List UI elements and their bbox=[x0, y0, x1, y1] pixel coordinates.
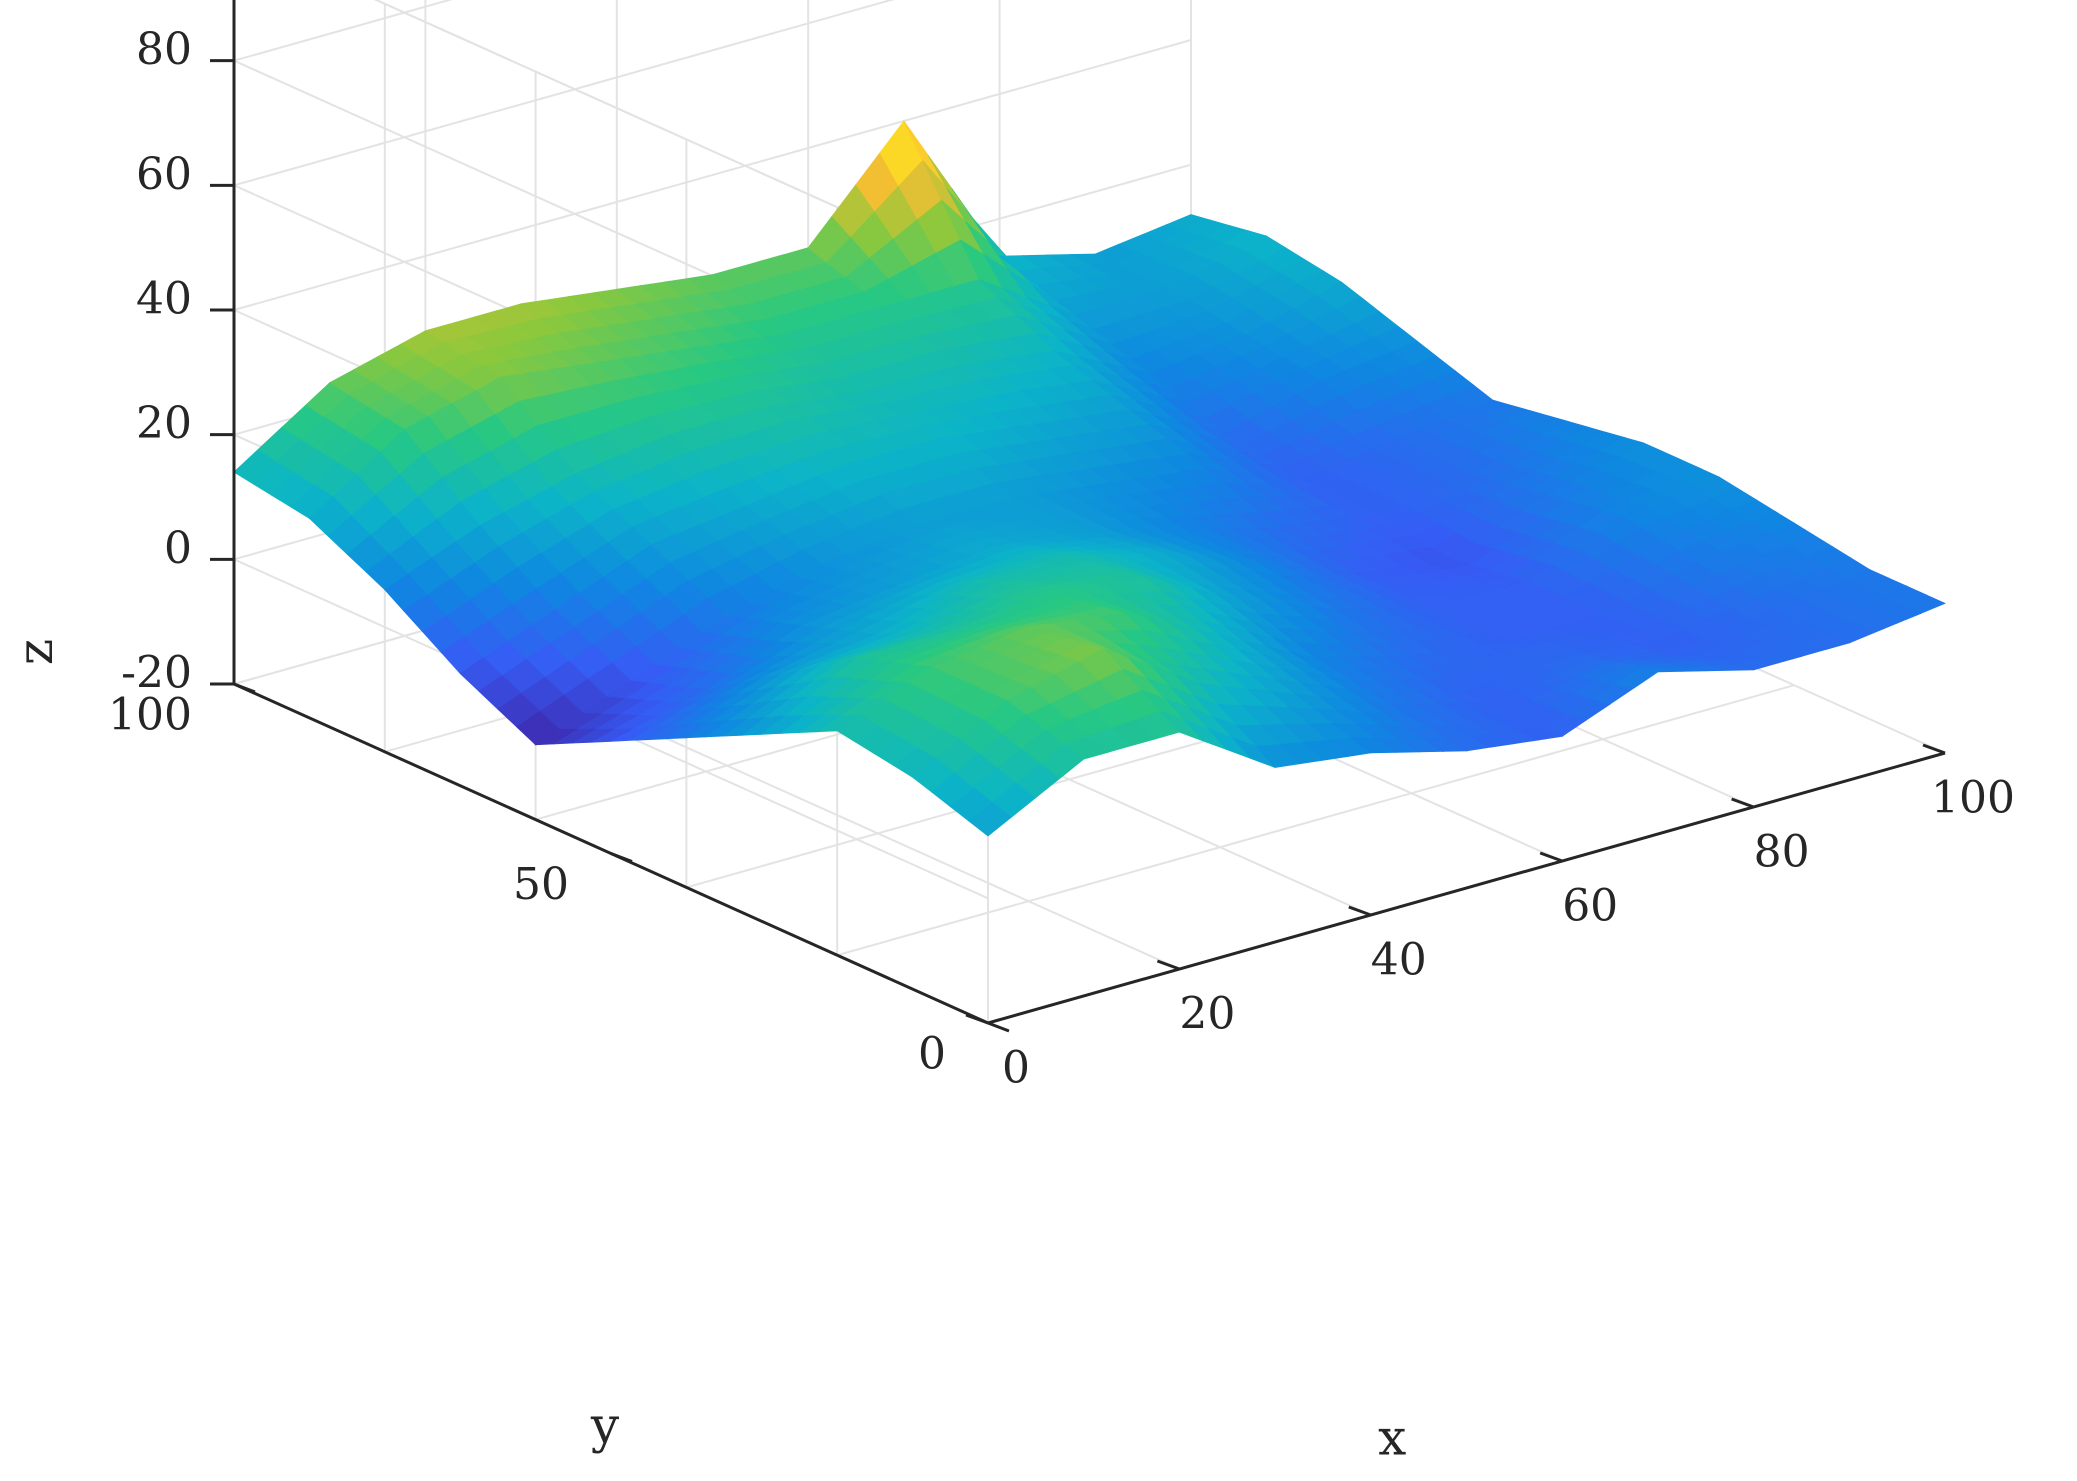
x-tick-label: 0 bbox=[1002, 1043, 1030, 1094]
x-tick bbox=[1156, 959, 1180, 971]
x-tick-label: 100 bbox=[1931, 773, 2015, 824]
surface-patch bbox=[1901, 594, 1947, 614]
z-axis-label: z bbox=[6, 639, 64, 665]
z-tick-label: 80 bbox=[136, 24, 192, 75]
grid-line-z bbox=[233, 0, 453, 62]
x-tick-label: 20 bbox=[1179, 989, 1235, 1040]
x-tick bbox=[1922, 743, 1946, 755]
z-tick-label: 40 bbox=[136, 274, 192, 325]
x-axis-label: x bbox=[1378, 1409, 1406, 1467]
z-tick-label: 20 bbox=[136, 398, 192, 449]
surface bbox=[233, 120, 1947, 837]
y-tick-label: 50 bbox=[513, 859, 569, 910]
grid-line-y bbox=[836, 684, 1795, 957]
y-axis-label: y bbox=[590, 1397, 620, 1455]
x-tick bbox=[1348, 905, 1372, 917]
x-tick-label: 40 bbox=[1371, 935, 1427, 986]
x-axis-line bbox=[987, 751, 1946, 1025]
x-tick-label: 60 bbox=[1562, 881, 1618, 932]
grid-line-z bbox=[233, 0, 895, 187]
x-tick bbox=[1731, 797, 1755, 809]
y-tick bbox=[233, 682, 256, 694]
tick-labels: -20020406080100050100020406080100 bbox=[108, 24, 2015, 1094]
y-tick-label: 0 bbox=[918, 1029, 946, 1080]
grid-line-z bbox=[233, 39, 1192, 311]
x-tick bbox=[1539, 851, 1563, 863]
y-tick bbox=[610, 852, 633, 863]
z-tick-label: 0 bbox=[164, 523, 192, 574]
z-tick-label: 60 bbox=[136, 149, 192, 200]
y-tick bbox=[987, 1021, 1010, 1033]
y-tick-label: 100 bbox=[108, 690, 192, 741]
x-tick bbox=[965, 1013, 989, 1025]
z-tick-label: -20 bbox=[121, 648, 192, 699]
x-tick-label: 80 bbox=[1754, 827, 1810, 878]
